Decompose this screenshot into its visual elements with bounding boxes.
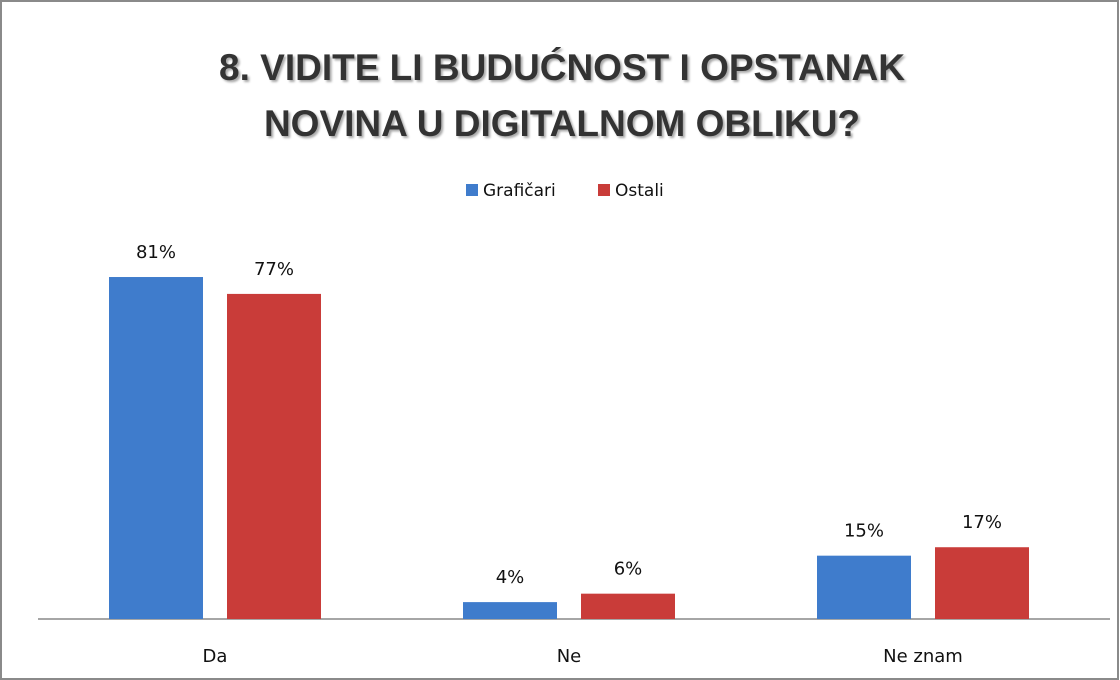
chart-title: 8. VIDITE LI BUDUĆNOST I OPSTANAK: [219, 46, 905, 88]
value-label: 15%: [844, 521, 884, 542]
legend-label: Grafičari: [483, 181, 556, 201]
x-tick-label: Ne: [557, 646, 582, 667]
x-tick-label: Ne znam: [883, 646, 963, 667]
value-label: 81%: [136, 242, 176, 263]
legend-label: Ostali: [615, 181, 664, 201]
legend-swatch: [466, 184, 478, 196]
value-label: 6%: [614, 559, 643, 580]
x-tick-label: Da: [203, 646, 228, 667]
bar: [581, 593, 675, 619]
bar: [817, 555, 911, 619]
bar: [463, 602, 557, 619]
legend-swatch: [598, 184, 610, 196]
bar: [109, 277, 203, 619]
chart-title: NOVINA U DIGITALNOM OBLIKU?: [264, 103, 860, 144]
bar: [935, 547, 1029, 619]
bar: [227, 293, 321, 619]
value-label: 17%: [962, 512, 1002, 533]
value-label: 77%: [254, 259, 294, 280]
value-label: 4%: [496, 567, 525, 588]
